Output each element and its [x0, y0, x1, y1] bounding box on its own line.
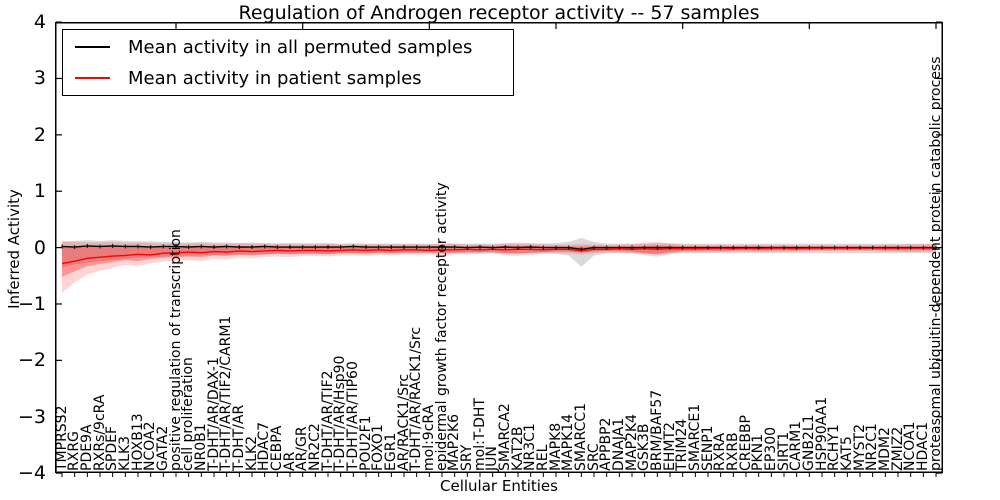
chart-title: Regulation of Androgen receptor activity… — [238, 2, 760, 24]
axes-frame — [55, 22, 943, 473]
legend-entry-permuted: Mean activity in all permuted samples — [75, 32, 513, 63]
y-tick-label: 2 — [33, 123, 46, 146]
y-tick-label: −1 — [17, 292, 46, 315]
line-series-0 — [61, 245, 936, 250]
y-tick-labels: 4 3 2 1 0 −1 −2 −3 −4 — [0, 0, 48, 500]
band-permuted-samples-band — [62, 238, 936, 268]
plot-area: TMPRSS2 RXRG PDE9A RXRs/9cRA SPDEF KLK3 HOXB13… — [54, 21, 944, 477]
y-tick-label: −4 — [17, 462, 46, 484]
y-tick-label: 3 — [33, 67, 46, 90]
legend: Mean activity in all permuted samples Me… — [62, 29, 514, 96]
permuted-line-swatch — [75, 46, 110, 48]
legend-entry-patient: Mean activity in patient samples — [75, 63, 513, 94]
y-tick-label: −2 — [17, 349, 46, 372]
x-axis-label: Cellular Entities — [440, 477, 558, 495]
line-series-1 — [61, 247, 936, 265]
y-tick-label: 1 — [33, 180, 46, 203]
legend-label: Mean activity in all permuted samples — [128, 36, 473, 58]
plot-canvas — [55, 21, 943, 477]
y-tick-label: 4 — [33, 11, 46, 33]
y-tick-label: 0 — [33, 236, 46, 259]
band-patient-samples-band-inner — [62, 245, 936, 277]
y-tick-label: −3 — [17, 405, 46, 428]
patient-line-swatch — [75, 77, 110, 79]
band-patient-samples-band-outer — [62, 240, 936, 293]
legend-label: Mean activity in patient samples — [128, 67, 422, 89]
